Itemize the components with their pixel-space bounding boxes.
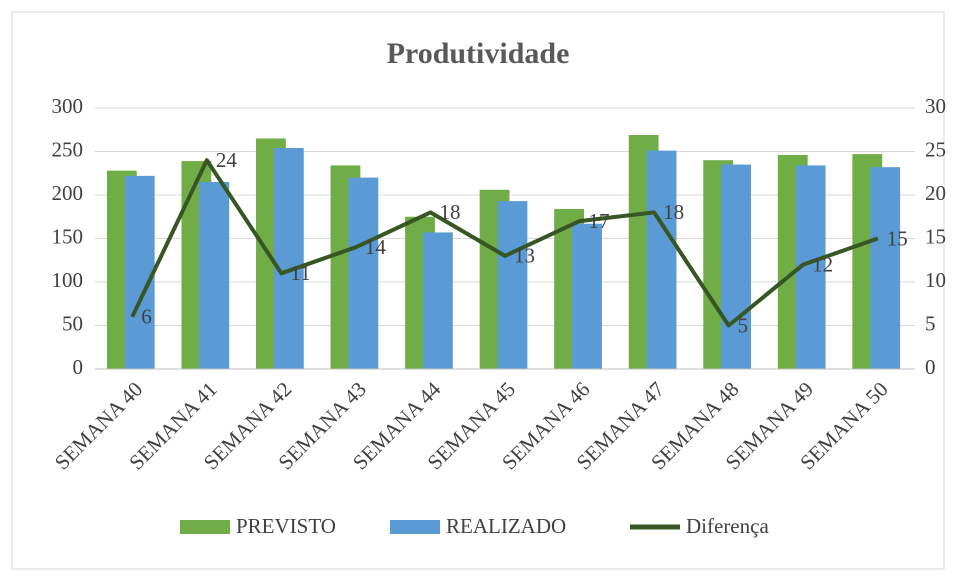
legend-swatch	[390, 520, 440, 534]
y2-tick-label: 20	[925, 181, 946, 205]
y2-tick-label: 10	[925, 268, 946, 292]
y-tick-label: 50	[62, 311, 83, 335]
bar	[721, 164, 751, 369]
bar	[646, 150, 677, 369]
bar	[870, 167, 901, 369]
data-label: 12	[812, 252, 833, 276]
bar	[124, 175, 155, 369]
y2-tick-label: 30	[925, 94, 946, 118]
data-label: 24	[216, 148, 238, 172]
y-tick-label: 200	[52, 181, 84, 205]
y2-tick-label: 5	[925, 311, 936, 335]
data-label: 15	[887, 226, 908, 250]
data-label: 11	[290, 261, 310, 285]
data-label: 17	[589, 209, 610, 233]
y-tick-label: 0	[73, 355, 84, 379]
y2-tick-label: 25	[925, 137, 946, 161]
chart-title: Produtividade	[387, 37, 570, 70]
y-tick-label: 250	[52, 137, 84, 161]
legend-label: REALIZADO	[446, 514, 566, 538]
bar	[273, 148, 304, 369]
data-label: 13	[514, 244, 535, 268]
bar	[497, 201, 528, 369]
data-label: 18	[439, 200, 460, 224]
legend-label: PREVISTO	[236, 514, 336, 538]
bar	[348, 177, 379, 369]
bar	[199, 181, 230, 369]
bar	[572, 223, 602, 369]
data-label: 5	[738, 313, 749, 337]
y-tick-label: 150	[52, 224, 84, 248]
bar	[423, 232, 453, 369]
data-label: 6	[141, 305, 152, 329]
line	[130, 158, 879, 328]
y-tick-label: 100	[52, 268, 84, 292]
legend-swatch	[180, 520, 230, 534]
data-label: 18	[663, 200, 684, 224]
y2-tick-label: 0	[925, 355, 936, 379]
y2-tick-label: 15	[925, 224, 946, 248]
legend-label: Diferença	[686, 514, 769, 538]
data-label: 14	[365, 235, 387, 259]
y-tick-label: 300	[52, 94, 84, 118]
